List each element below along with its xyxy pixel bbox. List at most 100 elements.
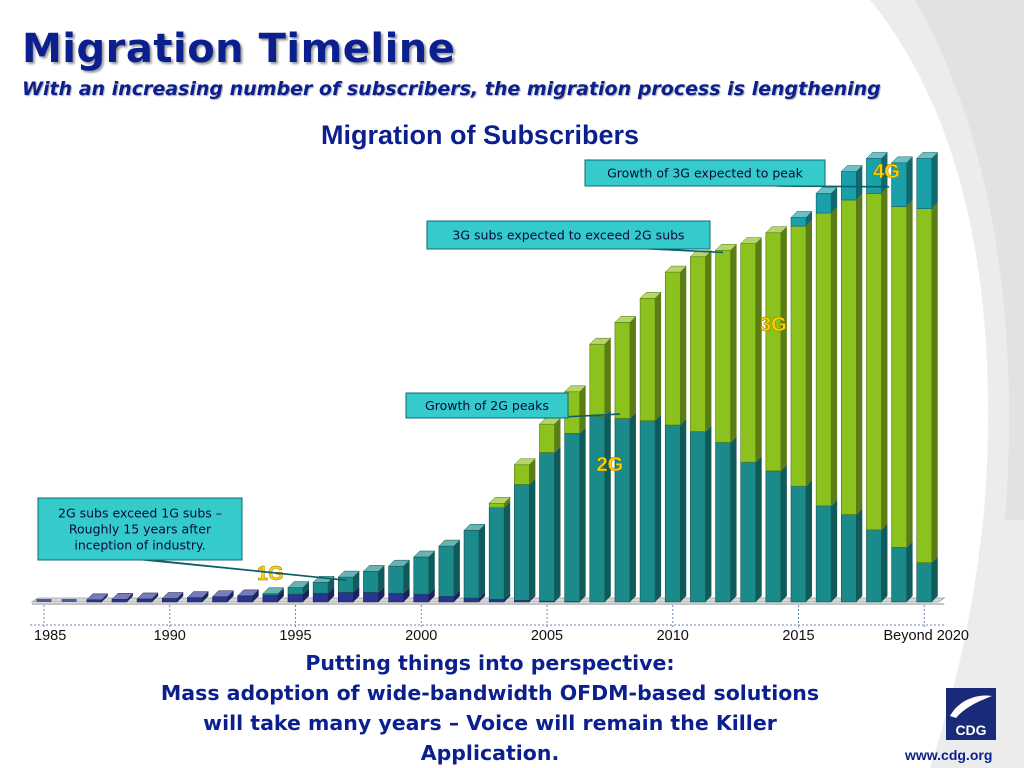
bar-2009-3g-top bbox=[639, 292, 662, 299]
bar-1996-1g bbox=[312, 592, 329, 603]
website-link[interactable]: www.cdg.org bbox=[905, 747, 993, 763]
bar-2011-3g-side bbox=[705, 250, 712, 432]
callout-box bbox=[426, 220, 711, 250]
bar-2009-2g bbox=[639, 420, 656, 603]
bar-2020-4g-top bbox=[916, 152, 939, 159]
bar-2002-2g bbox=[463, 530, 480, 599]
bar-2016-4g-side bbox=[831, 187, 838, 214]
bar-2017-4g-top bbox=[840, 165, 863, 172]
bar-1991-1g bbox=[187, 597, 203, 603]
bar-2013-2g bbox=[740, 461, 757, 603]
bar-2017-3g-side bbox=[856, 193, 863, 515]
bar-1996-2g bbox=[312, 582, 329, 594]
bar-2020-4g-side bbox=[931, 152, 938, 209]
bar-2000-1g bbox=[413, 593, 430, 603]
bar-2018-2g bbox=[866, 529, 882, 603]
bar-1994-1g bbox=[262, 594, 279, 603]
slide-subtitle: With an increasing number of subscribers… bbox=[22, 78, 881, 100]
callout-text: inception of industry. bbox=[74, 538, 205, 553]
bar-2001-2g-side bbox=[453, 540, 460, 597]
bar-1993-1g-side bbox=[252, 589, 259, 602]
bar-2011-2g bbox=[690, 431, 706, 603]
bar-2006-3g-side bbox=[579, 385, 586, 434]
bar-2008-3g-side bbox=[629, 316, 636, 419]
bar-2013-2g-side bbox=[755, 456, 762, 602]
bar-2006-2g-side bbox=[579, 427, 586, 602]
bar-1987-1g bbox=[86, 599, 103, 603]
bar-2014-2g-side bbox=[780, 464, 787, 602]
bar-2004-3g-top bbox=[513, 458, 536, 466]
bar-1989-1g-top bbox=[136, 592, 159, 600]
bar-2012-2g-side bbox=[730, 436, 737, 602]
bar-1989-1g bbox=[136, 598, 153, 603]
bar-1998-1g-side bbox=[378, 586, 385, 602]
bar-1993-1g-top bbox=[237, 589, 260, 597]
bar-2008-2g bbox=[614, 418, 631, 603]
perspective-line-1: Putting things into perspective: bbox=[305, 651, 675, 675]
bar-2012-3g-side bbox=[730, 244, 737, 443]
bar-2004-1g-side bbox=[529, 594, 536, 602]
callout-pointer-edge bbox=[645, 248, 724, 253]
bar-2007-2g bbox=[589, 415, 606, 603]
perspective-line-3: will take many years – Voice will remain… bbox=[203, 711, 777, 735]
bar-2016-2g-side bbox=[831, 499, 838, 602]
callout-text: Growth of 2G peaks bbox=[425, 398, 549, 413]
bar-2016-3g-side bbox=[831, 207, 838, 506]
bar-1995-2g bbox=[287, 587, 304, 595]
bar-1988-1g-side bbox=[126, 593, 133, 602]
bar-2005-2g-side bbox=[554, 446, 561, 602]
bar-1994-1g-side bbox=[277, 589, 284, 602]
bar-2016-4g bbox=[815, 193, 832, 214]
bar-1995-1g-side bbox=[303, 588, 309, 602]
bar-2013-3g bbox=[740, 243, 757, 463]
bar-1988-1g bbox=[111, 599, 128, 603]
callout-text: Roughly 15 years after bbox=[69, 522, 212, 537]
bar-1997-1g-side bbox=[353, 586, 360, 602]
generation-label-2g: 2G bbox=[597, 454, 624, 476]
bar-1998-1g bbox=[363, 592, 379, 603]
bar-1998-2g bbox=[363, 571, 379, 593]
bar-2000-2g-top bbox=[413, 550, 436, 558]
bar-2014-2g bbox=[765, 470, 782, 603]
bar-1992-1g bbox=[212, 596, 228, 603]
bar-1987-1g-side bbox=[101, 593, 108, 602]
bar-2008-3g bbox=[614, 322, 631, 419]
bar-1998-2g-side bbox=[378, 565, 385, 593]
bar-2010-3g-top bbox=[664, 265, 687, 273]
bar-1996-2g-side bbox=[328, 576, 335, 594]
bar-2008-3g-top bbox=[614, 316, 637, 323]
bar-2015-4g-side bbox=[806, 211, 812, 227]
bar-2004-2g bbox=[514, 484, 530, 601]
perspective-statement: Putting things into perspective: Mass ad… bbox=[60, 648, 920, 768]
x-tick-label: 2005 bbox=[531, 628, 563, 644]
bar-1991-1g-side bbox=[202, 591, 209, 602]
bar-2003-3g bbox=[488, 502, 505, 508]
bar-2020-3g bbox=[916, 208, 933, 563]
bar-1988-1g-top bbox=[111, 593, 134, 600]
bar-2003-3g-side bbox=[504, 497, 511, 508]
bar-2019-4g-top bbox=[890, 156, 914, 164]
bar-2005-2g bbox=[539, 452, 555, 602]
callout-text: 3G subs expected to exceed 2G subs bbox=[452, 228, 684, 243]
bar-2007-3g bbox=[589, 343, 606, 417]
x-tick-label: 1990 bbox=[154, 628, 186, 644]
logo-text: CDG bbox=[955, 722, 986, 738]
bar-1993-1g bbox=[237, 595, 253, 603]
bar-2017-2g-side bbox=[856, 508, 863, 602]
bar-2018-4g-side bbox=[881, 152, 888, 194]
bar-2011-2g-side bbox=[705, 425, 712, 602]
bar-2012-3g bbox=[715, 249, 731, 443]
bar-2011-3g bbox=[690, 256, 706, 432]
bar-2015-4g-top bbox=[790, 211, 813, 218]
bar-2002-2g-top bbox=[463, 524, 486, 531]
bar-2012-2g bbox=[715, 442, 731, 603]
bar-segment-stub bbox=[61, 599, 77, 602]
bar-1999-2g-top bbox=[387, 559, 411, 567]
bar-2005-1g-side bbox=[554, 595, 561, 602]
bar-2006-1g-side bbox=[579, 595, 586, 602]
bar-2019-2g bbox=[891, 547, 907, 603]
bar-2007-3g-top bbox=[589, 337, 612, 345]
bar-2015-3g bbox=[790, 225, 807, 487]
bar-2003-1g bbox=[488, 599, 505, 603]
bar-2005-3g bbox=[539, 423, 555, 453]
